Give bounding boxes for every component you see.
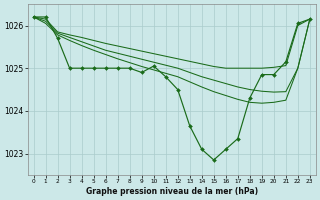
- X-axis label: Graphe pression niveau de la mer (hPa): Graphe pression niveau de la mer (hPa): [86, 187, 258, 196]
